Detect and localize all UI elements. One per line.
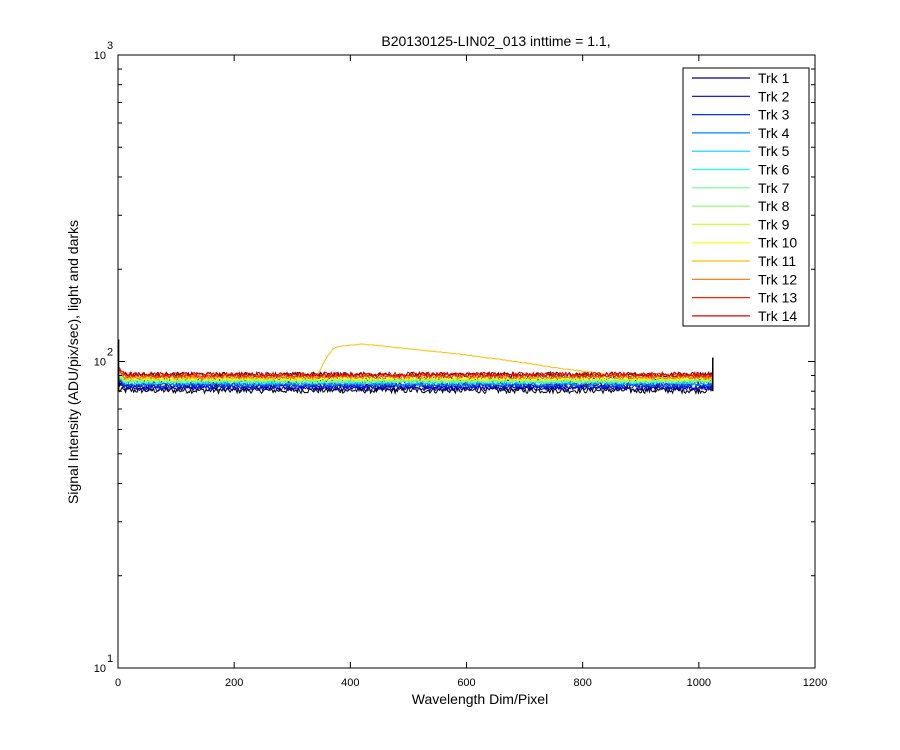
y-tick-label-exponent: 2	[107, 347, 113, 359]
y-tick-label-exponent: 3	[107, 40, 113, 52]
series-line-trk-13	[118, 368, 713, 379]
x-tick-label: 0	[115, 677, 121, 689]
legend-label: Trk 8	[758, 198, 790, 214]
legend-label: Trk 3	[758, 107, 790, 123]
plot-area	[118, 339, 714, 396]
series-line-trk-10	[118, 373, 713, 383]
x-tick-label: 400	[341, 677, 359, 689]
legend-label: Trk 9	[758, 216, 790, 232]
y-tick-label-base: 10	[94, 50, 106, 62]
y-tick-label-base: 10	[94, 663, 106, 675]
y-tick-label-base: 10	[94, 357, 106, 369]
legend-label: Trk 12	[758, 271, 797, 287]
x-tick-label: 1000	[687, 677, 711, 689]
x-axis: 0 200 400 600 800 1000 1200	[115, 55, 827, 689]
x-axis-label: Wavelength Dim/Pixel	[412, 691, 548, 707]
x-tick-label: 1200	[803, 677, 827, 689]
chart-title: B20130125-LIN02_013 inttime = 1.1,	[381, 33, 610, 49]
legend-label: Trk 5	[758, 143, 790, 159]
legend-label: Trk 14	[758, 308, 797, 324]
y-axis-label: Signal Intensity (ADU/pix/sec), light an…	[65, 220, 81, 504]
legend-label: Trk 6	[758, 162, 790, 178]
x-tick-label: 800	[573, 677, 591, 689]
legend: Trk 1 Trk 2 Trk 3 Trk 4 Trk 5 Trk 6 Trk 7 Trk 8…	[682, 67, 810, 327]
series-line-trk-14	[118, 366, 713, 378]
legend-label: Trk 13	[758, 290, 797, 306]
x-tick-label: 600	[457, 677, 475, 689]
legend-label: Trk 10	[758, 235, 797, 251]
x-tick-label: 200	[225, 677, 243, 689]
y-tick-label-exponent: 1	[107, 653, 113, 665]
series-layer	[118, 339, 714, 396]
legend-box	[682, 67, 810, 327]
legend-label: Trk 2	[758, 88, 790, 104]
series-line-trk-4	[118, 379, 713, 388]
legend-label: Trk 1	[758, 70, 790, 86]
legend-label: Trk 7	[758, 180, 790, 196]
legend-label: Trk 11	[758, 253, 796, 269]
legend-label: Trk 4	[758, 125, 790, 141]
